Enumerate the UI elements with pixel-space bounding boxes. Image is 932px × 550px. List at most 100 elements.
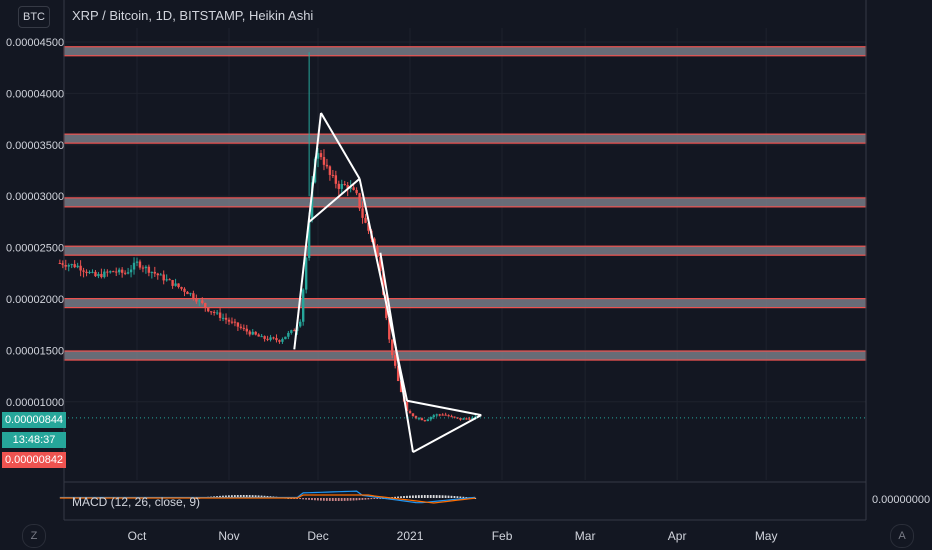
macd-histogram-bar xyxy=(370,498,373,500)
candle-body xyxy=(177,283,180,288)
macd-histogram-bar xyxy=(254,495,257,498)
candle-body xyxy=(115,271,118,273)
macd-histogram-bar xyxy=(438,495,441,498)
horizontal-level xyxy=(63,133,867,144)
timezone-button[interactable]: Z xyxy=(22,524,46,548)
y-tick-label: 0.00004500 xyxy=(6,37,64,49)
candle-body xyxy=(109,271,112,273)
macd-histogram-bar xyxy=(314,498,316,501)
last-price-tag: 0.00000844 xyxy=(2,412,66,428)
candle-body xyxy=(207,307,210,312)
macd-histogram-bar xyxy=(328,498,331,501)
macd-histogram-bar xyxy=(456,496,459,498)
macd-histogram-bar xyxy=(409,495,411,498)
candle-body xyxy=(456,417,459,419)
candle-body xyxy=(189,293,192,295)
candle-body xyxy=(248,331,251,335)
candle-body xyxy=(195,298,198,302)
candle-body xyxy=(257,334,260,337)
macd-histogram-bar xyxy=(248,495,251,498)
macd-histogram-bar xyxy=(400,496,402,498)
macd-histogram-bar xyxy=(355,498,358,501)
macd-histogram-bar xyxy=(426,495,429,498)
candle-body xyxy=(132,262,136,270)
macd-histogram-bar xyxy=(465,497,468,499)
candle-body xyxy=(135,261,139,263)
horizontal-level xyxy=(63,197,867,208)
candle-body xyxy=(322,157,326,165)
candle-body xyxy=(340,183,343,189)
trendline xyxy=(412,414,482,454)
macd-histogram-bar xyxy=(406,495,408,498)
trendline xyxy=(406,399,482,417)
macd-histogram-bar xyxy=(361,498,364,500)
currency-badge[interactable]: BTC xyxy=(18,6,50,28)
candle-body xyxy=(310,182,314,220)
candle-body xyxy=(462,418,465,420)
candle-body xyxy=(174,283,177,286)
candle-body xyxy=(399,381,403,393)
candle-body xyxy=(272,337,275,339)
candle-body xyxy=(405,401,409,412)
candle-body xyxy=(325,164,329,167)
candle-body xyxy=(239,326,243,328)
horizontal-level xyxy=(63,350,867,361)
macd-histogram-bar xyxy=(222,495,224,498)
candle-body xyxy=(453,416,456,418)
candle-body xyxy=(233,321,237,323)
trendline xyxy=(293,112,322,350)
candle-body xyxy=(230,321,234,323)
y-tick-label: 0.00003000 xyxy=(6,191,64,203)
macd-histogram-bar xyxy=(349,498,352,501)
candle-body xyxy=(444,414,447,416)
macd-histogram-bar xyxy=(308,498,310,500)
candle-body xyxy=(408,411,412,414)
macd-histogram-bar xyxy=(459,496,462,498)
candle-body xyxy=(414,416,418,419)
macd-histogram-bar xyxy=(403,496,405,498)
candle-body xyxy=(97,273,100,277)
x-tick-label: May xyxy=(755,529,778,543)
macd-histogram-bar xyxy=(239,495,242,498)
candle-body xyxy=(82,270,85,272)
candle-body xyxy=(120,269,124,273)
candle-body xyxy=(260,336,263,338)
macd-histogram-bar xyxy=(429,495,432,498)
macd-histogram-bar xyxy=(346,498,349,501)
candle-body xyxy=(159,274,162,276)
macd-histogram-bar xyxy=(325,498,328,501)
macd-histogram-bar xyxy=(305,498,307,500)
macd-histogram-bar xyxy=(322,498,325,501)
macd-label[interactable]: MACD (12, 26, close, 9) xyxy=(72,495,201,509)
candle-body xyxy=(103,271,106,278)
candle-body xyxy=(290,330,293,333)
macd-histogram-bar xyxy=(435,495,438,498)
candle-body xyxy=(420,418,424,421)
macd-histogram-bar xyxy=(317,498,319,501)
candle-body xyxy=(221,317,225,319)
x-tick-label: Dec xyxy=(307,529,328,543)
candle-body xyxy=(227,319,231,322)
macd-histogram-bar xyxy=(233,495,236,498)
close-price-tag: 0.00000842 xyxy=(2,452,66,468)
y-tick-label: 0.00001500 xyxy=(6,345,64,357)
macd-histogram-bar xyxy=(228,495,230,498)
candle-body xyxy=(275,338,278,341)
candle-body xyxy=(376,247,379,257)
candle-body xyxy=(201,300,204,304)
macd-histogram-bar xyxy=(334,498,337,501)
macd-histogram-bar xyxy=(394,496,396,498)
candle-body xyxy=(263,336,266,339)
candle-body xyxy=(61,263,65,266)
trendline xyxy=(379,252,414,453)
macd-histogram-bar xyxy=(352,498,355,501)
candle-body xyxy=(299,321,302,327)
candle-body xyxy=(150,271,154,273)
candle-body xyxy=(144,266,148,269)
macd-histogram-bar xyxy=(337,498,340,501)
candle-body xyxy=(278,340,281,342)
candle-body xyxy=(379,256,382,272)
countdown-tag: 13:48:37 xyxy=(2,432,66,448)
auto-scale-button[interactable]: A xyxy=(890,524,914,548)
